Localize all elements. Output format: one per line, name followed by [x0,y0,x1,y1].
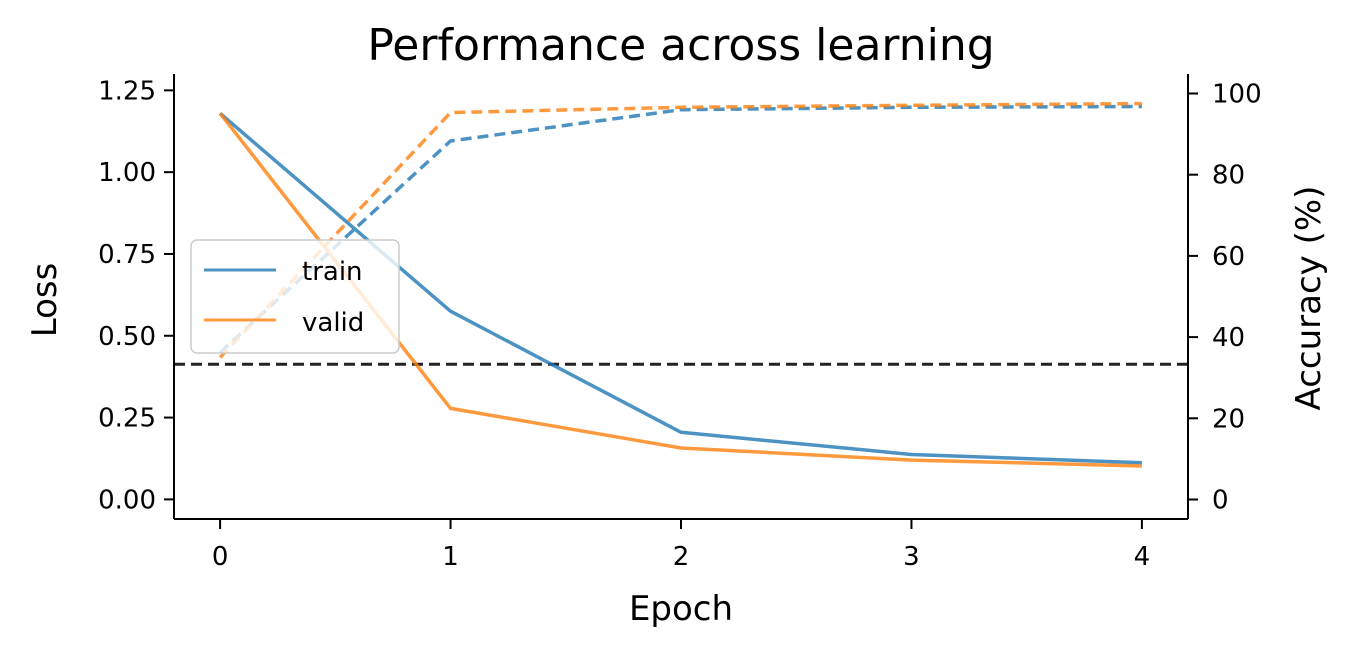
y-axis-right-title: Accuracy (%) [1289,186,1329,411]
legend-box [190,239,400,354]
ticks: 0 1 2 3 4 0.00 0.25 0.50 0.75 1.00 1.25 0 20 40 60 80 10… [98,76,1262,572]
legend-label-valid: valid [302,308,364,338]
x-tick-label: 4 [1134,542,1151,572]
y-left-tick-label: 1.25 [98,76,156,106]
x-tick-label: 1 [442,542,459,572]
series-line-accuracy-series-3-dashed [218,101,1142,359]
y-axis-left-title: Loss [25,263,65,338]
y-right-tick-label: 40 [1212,323,1245,353]
y-left-tick-label: 1.00 [98,158,156,188]
y-right-tick-label: 100 [1212,79,1262,109]
x-tick-label: 0 [212,542,229,572]
legend-label-train: train [302,257,363,287]
x-tick-label: 3 [903,542,920,572]
y-right-tick-label: 60 [1212,242,1245,272]
y-left-tick-label: 0.75 [98,240,156,270]
series-line-accuracy-series-2-dashed [218,104,1142,354]
y-left-tick-label: 0.50 [98,322,156,352]
x-tick-label: 2 [673,542,690,572]
y-right-tick-label: 20 [1212,404,1245,434]
y-left-tick-label: 0.25 [98,404,156,434]
legend: train valid [190,239,400,354]
x-axis-title: Epoch [629,589,733,629]
chart-title: Performance across learning [367,20,994,71]
y-right-tick-label: 0 [1212,486,1229,516]
y-left-tick-label: 0.00 [98,485,156,515]
y-right-tick-label: 80 [1212,161,1245,191]
